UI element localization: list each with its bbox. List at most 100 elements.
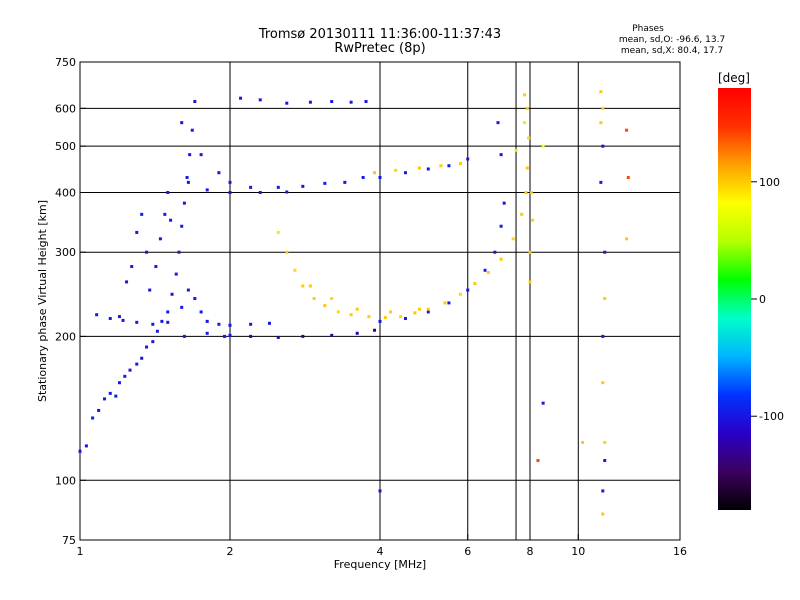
data-point (97, 408, 101, 412)
data-point (496, 121, 500, 125)
data-point (466, 288, 470, 292)
data-point (125, 280, 129, 284)
data-point (486, 271, 490, 275)
y-tick-label: 100 (55, 474, 76, 487)
data-point (186, 180, 190, 184)
data-point (626, 175, 630, 179)
data-point (520, 212, 524, 216)
data-point (601, 106, 605, 110)
data-point (166, 320, 170, 324)
data-point (228, 323, 232, 327)
data-point (389, 310, 393, 314)
data-point (426, 167, 430, 171)
data-point (603, 440, 607, 444)
data-point (394, 168, 398, 172)
data-point (330, 297, 334, 301)
info-heading: Phases (632, 24, 664, 34)
data-point (239, 96, 243, 100)
x-tick-label: 2 (227, 545, 234, 558)
data-point (417, 307, 421, 311)
data-point (193, 297, 197, 301)
data-point (91, 416, 95, 420)
data-point (601, 512, 605, 516)
data-point (581, 440, 585, 444)
data-point (466, 157, 470, 161)
data-point (228, 190, 232, 194)
data-point (599, 121, 603, 125)
data-point (399, 315, 403, 319)
data-point (180, 121, 184, 125)
data-point (158, 237, 162, 241)
data-point (130, 265, 134, 269)
data-point (426, 307, 430, 311)
data-point (308, 100, 312, 104)
data-point (378, 489, 382, 493)
data-point (458, 161, 462, 165)
data-point (601, 144, 605, 148)
y-tick-label: 500 (55, 140, 76, 153)
data-point (383, 316, 387, 320)
data-point (128, 368, 132, 372)
y-tick-label: 75 (62, 534, 76, 547)
data-point (117, 315, 121, 319)
data-point (355, 307, 359, 311)
data-point (367, 315, 371, 319)
data-point (84, 444, 88, 448)
data-point (458, 292, 462, 296)
data-point (601, 489, 605, 493)
data-point (276, 335, 280, 339)
x-tick-label: 1 (77, 545, 84, 558)
data-point (285, 101, 289, 105)
data-point (249, 322, 253, 326)
data-point (493, 250, 497, 254)
x-axis-ticks: 1 2 4 6 8 10 16 (77, 534, 687, 558)
data-point (163, 212, 167, 216)
data-point (135, 362, 139, 366)
data-point (145, 345, 149, 349)
data-point (603, 458, 607, 462)
data-point (117, 381, 121, 385)
data-point (160, 319, 164, 323)
data-point (361, 175, 365, 179)
data-point (205, 188, 209, 192)
data-point (95, 313, 99, 317)
data-point (190, 128, 194, 132)
data-point (447, 301, 451, 305)
data-point (121, 318, 125, 322)
data-point (373, 171, 377, 175)
data-point (541, 401, 545, 405)
x-tick-label: 10 (571, 545, 585, 558)
data-point (249, 334, 253, 338)
data-point (364, 100, 368, 104)
data-point (258, 98, 262, 102)
data-point (151, 340, 155, 344)
y-axis-ticks: 75 100 200 300 400 500 600 750 (55, 56, 86, 547)
data-point (349, 313, 353, 317)
data-point (499, 153, 503, 157)
data-point (529, 190, 533, 194)
data-point (182, 334, 186, 338)
x-axis-label: Frequency [MHz] (334, 558, 426, 571)
data-point (541, 144, 545, 148)
y-tick-label: 400 (55, 186, 76, 199)
data-point (603, 250, 607, 254)
data-point (145, 250, 149, 254)
data-point (228, 333, 232, 337)
data-point (276, 185, 280, 189)
data-point (443, 301, 447, 305)
y-axis-label: Stationary phase Virtual Height [km] (36, 200, 49, 402)
data-point (625, 237, 629, 241)
data-point (417, 166, 421, 170)
data-point (301, 284, 305, 288)
data-point (378, 175, 382, 179)
data-point (499, 257, 503, 261)
data-point (373, 328, 377, 332)
info-line-o: mean, sd,O: -96.6, 13.7 (619, 35, 725, 45)
data-point (228, 180, 232, 184)
y-tick-label: 300 (55, 246, 76, 259)
data-point (403, 171, 407, 175)
data-point (323, 304, 327, 308)
data-point (169, 218, 173, 222)
data-point (330, 100, 334, 104)
data-point (135, 230, 139, 234)
